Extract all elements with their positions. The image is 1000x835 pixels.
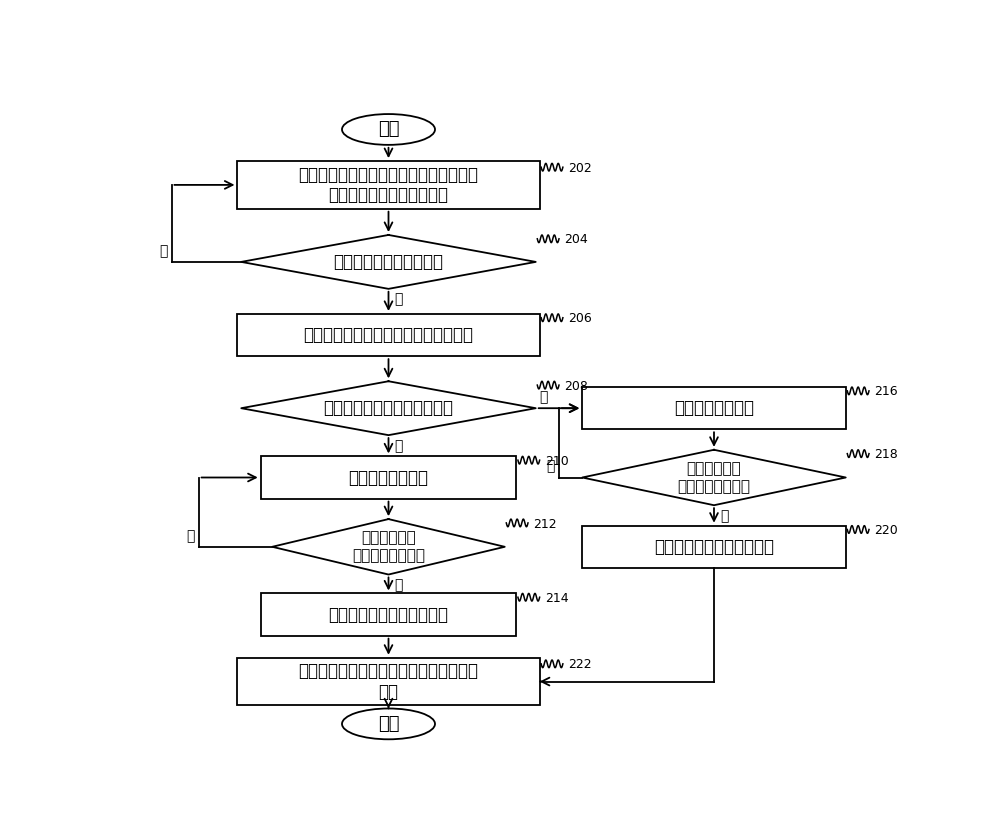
Text: 否: 否 — [547, 459, 555, 473]
Text: 是: 是 — [720, 509, 729, 523]
Text: 根据故障状态控制电网换相高压直流输电
系统: 根据故障状态控制电网换相高压直流输电 系统 — [298, 662, 479, 701]
Bar — [237, 658, 540, 706]
Bar — [582, 525, 846, 568]
Text: 是: 是 — [395, 439, 403, 453]
Ellipse shape — [342, 709, 435, 739]
Text: 是: 是 — [395, 579, 403, 592]
Bar — [237, 161, 540, 209]
Text: 电流是否下降至电流阈值: 电流是否下降至电流阈值 — [334, 253, 444, 271]
Text: 否: 否 — [159, 244, 168, 258]
Text: 210: 210 — [545, 455, 569, 468]
Text: 响应于电网换相高压直流输电系统的故障
信号，获取输电线路的电流: 响应于电网换相高压直流输电系统的故障 信号，获取输电线路的电流 — [298, 165, 479, 205]
Ellipse shape — [342, 114, 435, 144]
Text: 第二时长是否
大于第二时长阈值: 第二时长是否 大于第二时长阈值 — [678, 461, 750, 493]
Text: 212: 212 — [533, 518, 557, 530]
Polygon shape — [241, 382, 536, 435]
Text: 218: 218 — [874, 448, 898, 461]
Text: 经过去游离时长后获取输电线路的电压: 经过去游离时长后获取输电线路的电压 — [304, 326, 474, 344]
Text: 第一时长是否
大于第一时长阈值: 第一时长是否 大于第一时长阈值 — [352, 530, 425, 563]
Bar — [237, 314, 540, 357]
Text: 结束: 结束 — [378, 715, 399, 733]
Polygon shape — [272, 519, 505, 574]
Text: 否: 否 — [186, 529, 195, 543]
Text: 202: 202 — [568, 162, 592, 175]
Text: 208: 208 — [564, 380, 588, 392]
Text: 222: 222 — [568, 659, 592, 671]
Bar — [261, 456, 516, 498]
Text: 206: 206 — [568, 312, 592, 326]
Text: 开始计时第二时长: 开始计时第二时长 — [674, 399, 754, 418]
Polygon shape — [582, 450, 846, 505]
Text: 204: 204 — [564, 234, 588, 246]
Text: 是: 是 — [395, 293, 403, 306]
Text: 电压是否大于或等于电压阈值: 电压是否大于或等于电压阈值 — [324, 399, 454, 418]
Text: 确定故障状态为永久性故障: 确定故障状态为永久性故障 — [654, 538, 774, 556]
Text: 214: 214 — [545, 592, 569, 605]
Text: 开始计时第一时长: 开始计时第一时长 — [349, 468, 428, 487]
Text: 220: 220 — [874, 524, 898, 537]
Text: 确定故障状态为瞬时性故障: 确定故障状态为瞬时性故障 — [328, 605, 448, 624]
Bar — [582, 387, 846, 429]
Bar — [261, 594, 516, 635]
Polygon shape — [241, 235, 536, 289]
Text: 否: 否 — [540, 390, 548, 404]
Text: 开始: 开始 — [378, 120, 399, 139]
Text: 216: 216 — [874, 386, 898, 398]
